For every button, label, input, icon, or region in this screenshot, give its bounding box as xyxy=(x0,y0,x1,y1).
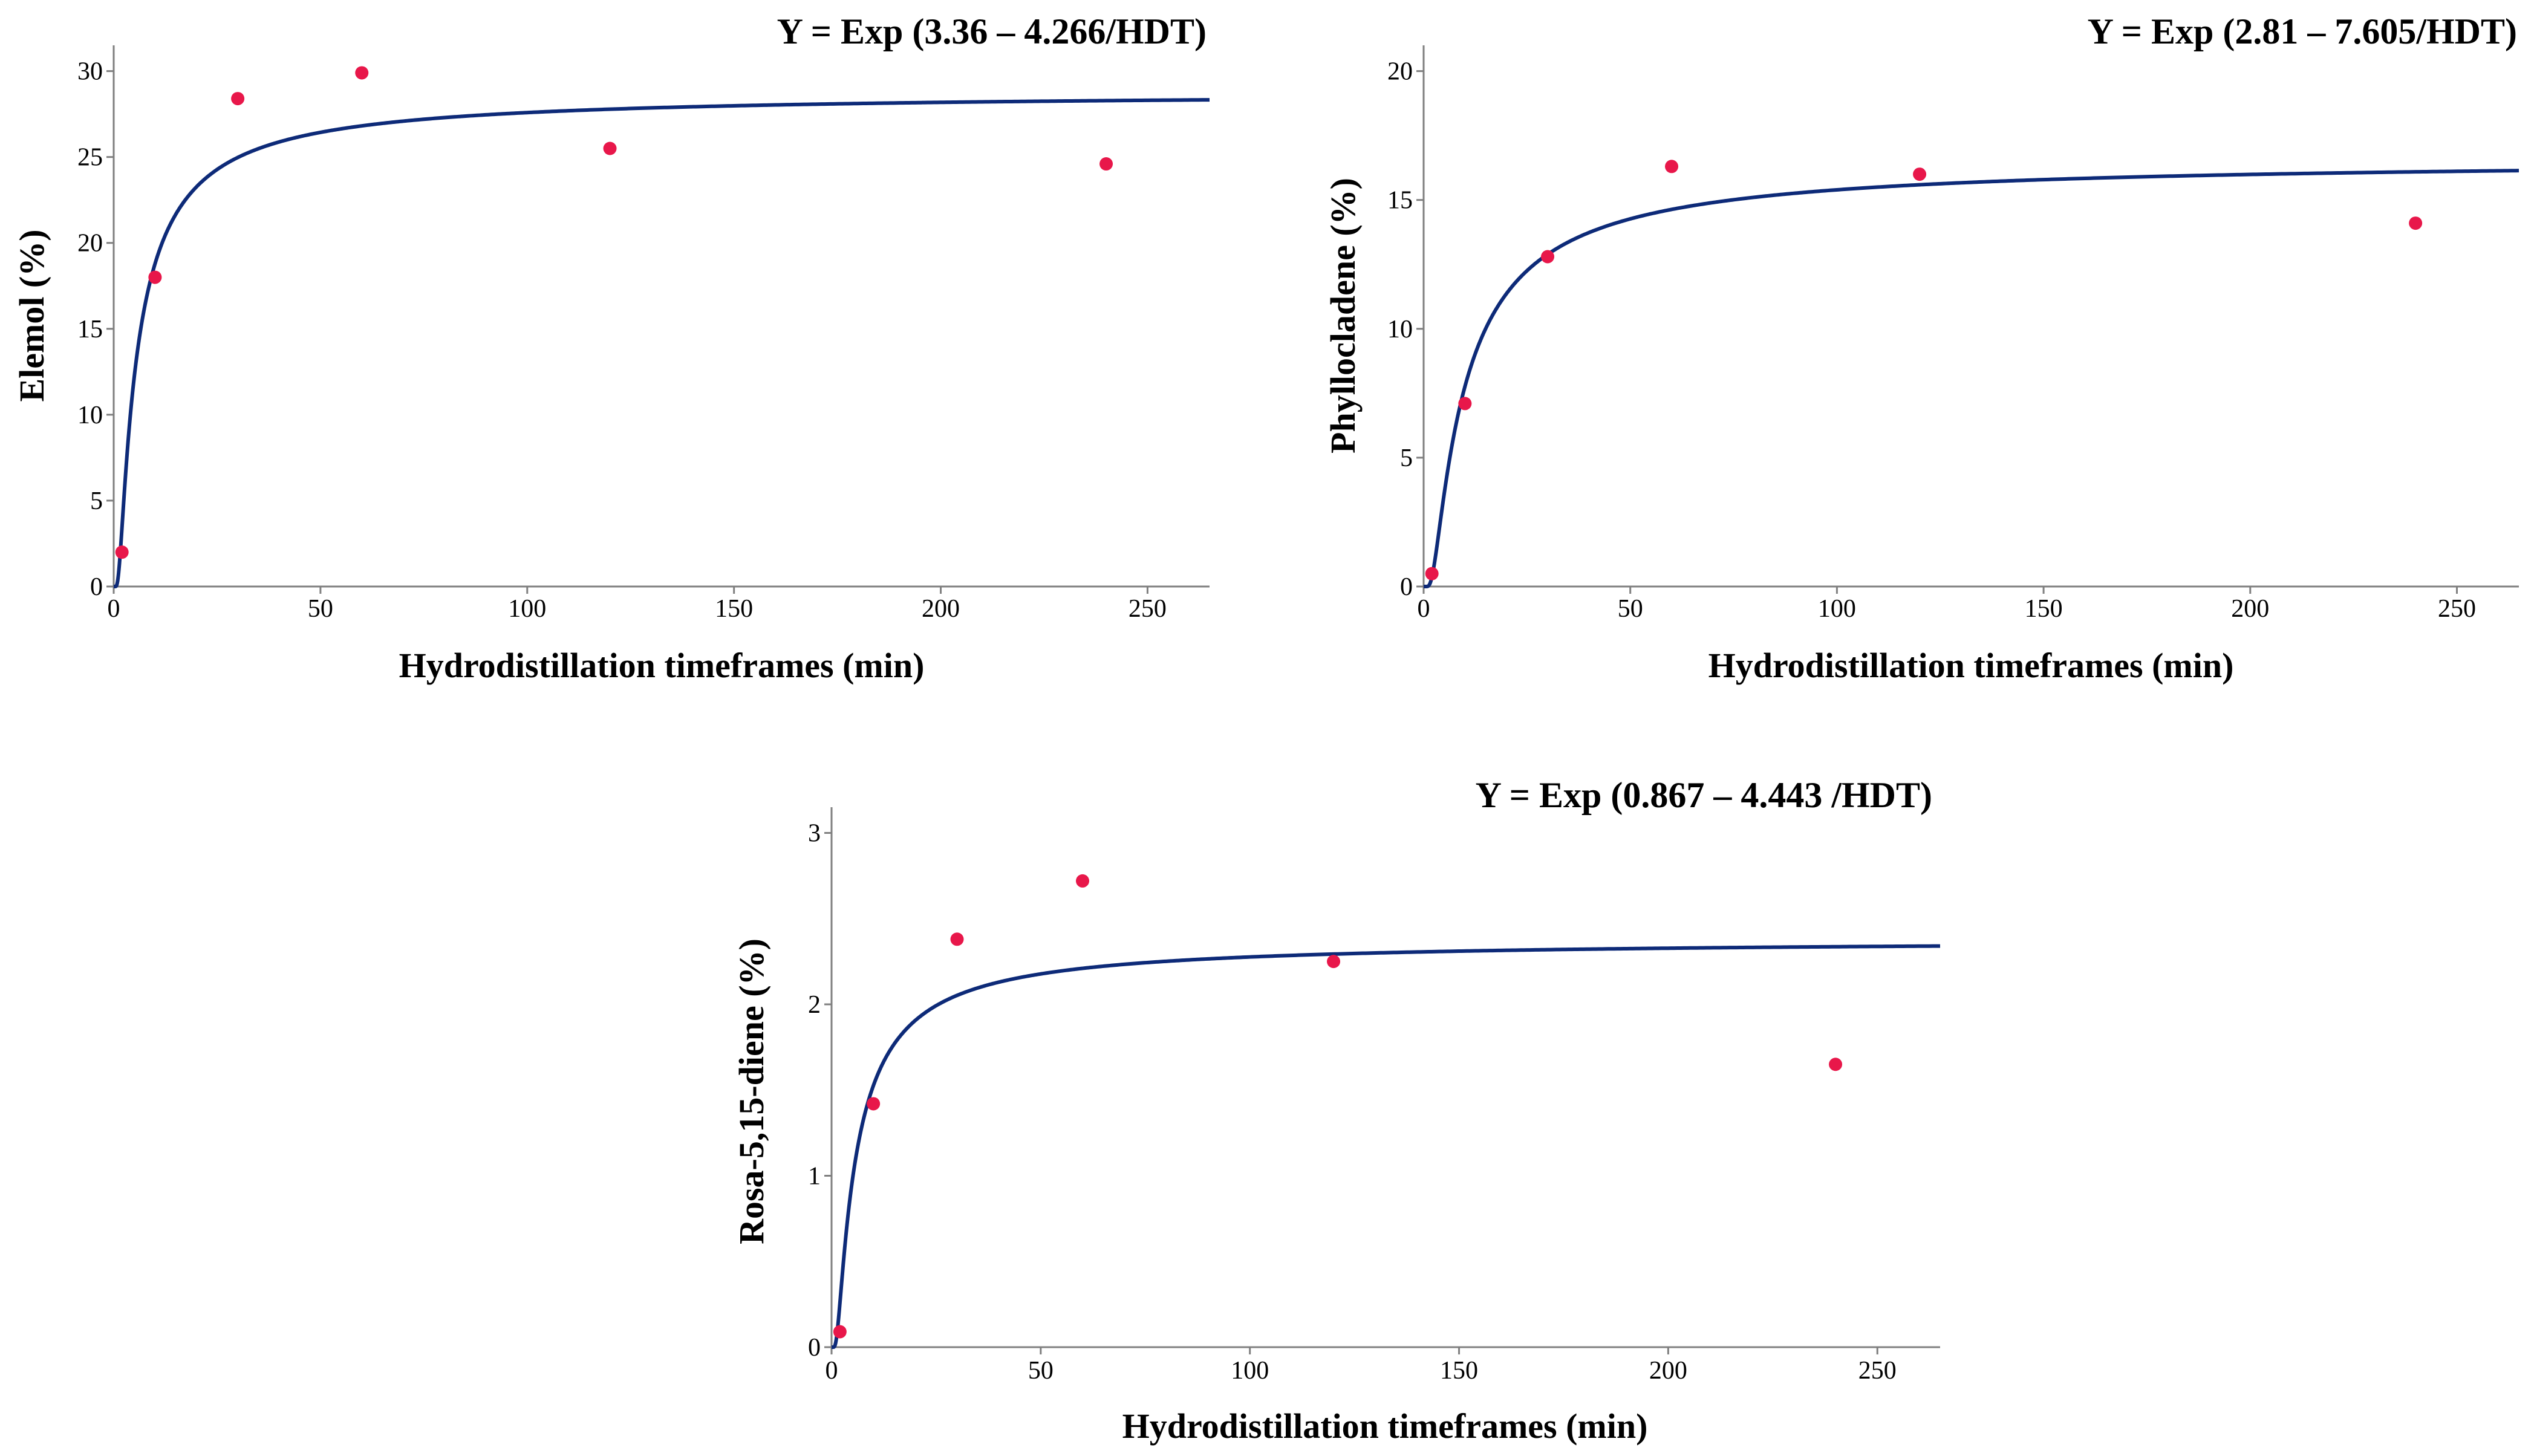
y-tick-label: 20 xyxy=(77,230,103,258)
y-tick-label: 5 xyxy=(90,487,103,515)
fit-curve xyxy=(1424,169,2519,588)
phyllocladene-chart: 0 50 100 150 200 250 0 5 10 15 20 Y = Exp (2.81 – … xyxy=(1323,11,2519,685)
x-tick-label: 50 xyxy=(1028,1357,1054,1385)
x-tick-label: 150 xyxy=(2025,595,2063,623)
y-axis-title: Rosa-5,15-diene (%) xyxy=(732,938,771,1244)
y-tick-label: 25 xyxy=(77,144,103,172)
data-point xyxy=(603,141,617,155)
data-point xyxy=(2409,216,2423,230)
x-tick-label: 50 xyxy=(308,595,333,623)
x-tick-label: 200 xyxy=(1649,1357,1687,1385)
x-tick-label: 150 xyxy=(715,595,753,623)
y-tick-label: 20 xyxy=(1387,58,1413,86)
x-tick-label: 250 xyxy=(2438,595,2476,623)
x-tick-label: 100 xyxy=(1231,1357,1269,1385)
fit-curve xyxy=(113,98,1210,588)
y-tick-label: 0 xyxy=(808,1334,821,1362)
y-tick-label: 0 xyxy=(1400,573,1413,601)
y-tick-label: 10 xyxy=(1387,316,1413,343)
data-point xyxy=(950,932,964,946)
y-axis-title: Phyllocladene (%) xyxy=(1323,178,1363,453)
elemol-chart: 0 50 100 150 200 250 0 5 10 15 20 25 30 Y = Exp (3.3… xyxy=(12,11,1210,685)
data-point xyxy=(1913,167,1927,181)
fit-curve xyxy=(831,944,1941,1349)
data-point xyxy=(1541,250,1555,264)
x-tick-label: 100 xyxy=(508,595,546,623)
equation-label: Y = Exp (0.867 – 4.443 /HDT) xyxy=(1476,775,1932,815)
data-point xyxy=(833,1325,847,1339)
y-axis-title: Elemol (%) xyxy=(12,229,51,401)
x-tick-label: 50 xyxy=(1618,595,1643,623)
x-tick-label: 0 xyxy=(826,1357,838,1385)
data-point xyxy=(1665,160,1679,174)
x-tick-label: 250 xyxy=(1129,595,1167,623)
y-tick-label: 15 xyxy=(1387,187,1413,215)
x-axis-title: Hydrodistillation timeframes (min) xyxy=(399,646,925,685)
x-tick-label: 200 xyxy=(922,595,960,623)
x-axis-title: Hydrodistillation timeframes (min) xyxy=(1708,646,2234,685)
data-point xyxy=(1099,157,1113,171)
y-tick-label: 30 xyxy=(77,58,103,86)
data-point xyxy=(355,66,369,80)
data-point xyxy=(1458,397,1472,411)
x-tick-label: 0 xyxy=(1418,595,1430,623)
data-point xyxy=(1425,567,1439,580)
data-point xyxy=(115,545,129,559)
equation-label: Y = Exp (3.36 – 4.266/HDT) xyxy=(777,11,1207,51)
data-point xyxy=(148,270,162,284)
y-tick-label: 5 xyxy=(1400,444,1413,472)
x-axis-title: Hydrodistillation timeframes (min) xyxy=(1122,1406,1648,1446)
data-point xyxy=(1829,1058,1843,1071)
data-point xyxy=(1076,874,1090,888)
rosa-diene-chart: 0 50 100 150 200 250 0 1 2 3 Y = Exp (0.867 – 4.4… xyxy=(732,775,1941,1446)
y-tick-label: 15 xyxy=(77,316,103,343)
data-point xyxy=(867,1097,881,1111)
y-tick-label: 3 xyxy=(808,820,821,848)
y-tick-label: 10 xyxy=(77,401,103,429)
y-tick-label: 0 xyxy=(90,573,103,601)
x-tick-label: 250 xyxy=(1858,1357,1897,1385)
y-tick-label: 2 xyxy=(808,991,821,1019)
x-tick-label: 100 xyxy=(1818,595,1856,623)
x-tick-label: 200 xyxy=(2231,595,2269,623)
x-tick-label: 0 xyxy=(108,595,120,623)
data-point xyxy=(1327,955,1341,969)
y-tick-label: 1 xyxy=(808,1163,821,1191)
data-point xyxy=(231,92,245,106)
equation-label: Y = Exp (2.81 – 7.605/HDT) xyxy=(2088,11,2517,51)
x-tick-label: 150 xyxy=(1440,1357,1478,1385)
